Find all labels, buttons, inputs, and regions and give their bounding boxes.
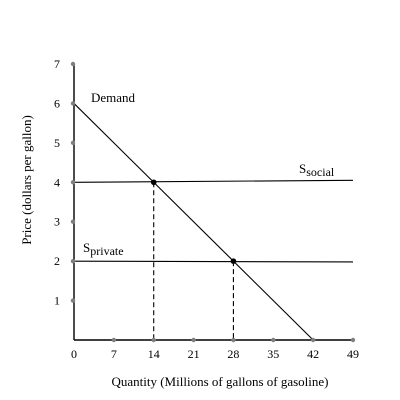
s-private-sub: private bbox=[90, 244, 123, 258]
demand-label: Demand bbox=[91, 90, 136, 105]
series-line-ssocial bbox=[73, 179, 354, 183]
x-axis-dot-3 bbox=[231, 337, 236, 343]
y-tick-label: 7 bbox=[54, 57, 60, 71]
dashed-guides bbox=[153, 182, 234, 340]
y-tick-labels: 1 2 3 4 5 6 7 bbox=[54, 57, 60, 308]
x-axis-title: Quantity (Millions of gallons of gasolin… bbox=[111, 374, 328, 389]
y-tick-label: 5 bbox=[54, 136, 60, 150]
y-axis-dot-1 bbox=[70, 258, 76, 264]
x-axis-dot-0 bbox=[111, 337, 117, 343]
x-axis-dot-6 bbox=[350, 337, 356, 343]
series-line-demand bbox=[73, 103, 314, 341]
x-axis-dot-2 bbox=[191, 337, 196, 343]
y-tick-label: 3 bbox=[54, 215, 60, 229]
data-point-1 bbox=[230, 258, 237, 264]
series-line-sprivate bbox=[73, 260, 354, 263]
x-tick-label: 14 bbox=[148, 347, 160, 361]
axes bbox=[73, 64, 354, 341]
x-tick-label: 49 bbox=[347, 347, 359, 361]
x-axis-dot-1 bbox=[151, 337, 156, 343]
y-tick-label: 1 bbox=[54, 294, 60, 308]
data-point-0 bbox=[150, 179, 157, 186]
x-tick-label: 35 bbox=[267, 347, 279, 361]
axis-dots bbox=[70, 61, 356, 343]
y-tick-label: 6 bbox=[54, 96, 60, 110]
y-axis-title: Price (dollars per gallon) bbox=[19, 115, 34, 245]
series-lines bbox=[73, 103, 354, 341]
y-tick-label: 2 bbox=[54, 254, 60, 268]
x-tick-label: 28 bbox=[227, 347, 239, 361]
s-social-sub: social bbox=[306, 165, 335, 179]
y-axis-dot-3 bbox=[70, 180, 76, 185]
s-private-main: S bbox=[83, 240, 90, 255]
x-tick-labels: 0 7 14 21 28 35 42 49 bbox=[71, 347, 359, 361]
x-tick-label: 42 bbox=[307, 347, 319, 361]
y-axis-dot-6 bbox=[70, 61, 76, 67]
y-axis-dot-0 bbox=[70, 298, 76, 303]
equilibrium-points bbox=[150, 179, 237, 264]
y-tick-label: 4 bbox=[54, 175, 60, 189]
y-axis-dot-5 bbox=[70, 101, 76, 106]
s-social-label: Ssocial bbox=[299, 161, 335, 179]
x-tick-label: 7 bbox=[111, 347, 117, 361]
x-tick-label: 21 bbox=[188, 347, 200, 361]
x-axis-dot-4 bbox=[271, 337, 276, 343]
s-social-main: S bbox=[299, 161, 306, 176]
y-axis-dot-2 bbox=[70, 219, 76, 224]
x-axis-dot-5 bbox=[310, 337, 316, 343]
y-axis-dot-4 bbox=[70, 140, 76, 146]
s-private-label: Sprivate bbox=[83, 240, 124, 258]
x-tick-label: 0 bbox=[71, 347, 77, 361]
